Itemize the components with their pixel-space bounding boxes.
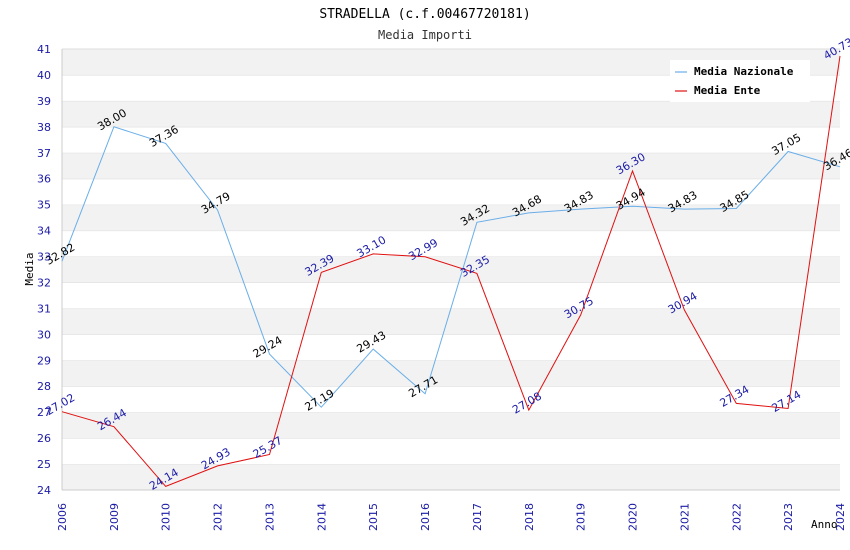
x-axis-label: Anno — [811, 518, 838, 531]
grid-band — [62, 126, 840, 153]
x-tick-label: 2015 — [367, 503, 380, 531]
y-tick-label: 32 — [37, 276, 51, 289]
x-tick-label: 2021 — [678, 503, 691, 531]
legend: Media Nazionale Media Ente — [670, 60, 810, 102]
y-tick-label: 40 — [37, 69, 51, 82]
grid-band — [62, 464, 840, 490]
chart-subtitle: Media Importi — [378, 28, 472, 42]
x-tick-label: 2023 — [782, 503, 795, 531]
legend-box — [670, 60, 810, 102]
x-tick-label: 2014 — [315, 503, 328, 531]
x-tick-label: 2009 — [108, 503, 121, 531]
y-tick-label: 34 — [37, 225, 51, 238]
y-tick-label: 26 — [37, 432, 51, 445]
grid-band — [62, 386, 840, 413]
y-tick-label: 38 — [37, 121, 51, 134]
grid-band — [62, 256, 840, 283]
x-tick-label: 2018 — [523, 503, 536, 531]
grid-band — [62, 412, 840, 439]
x-tick-label: 2019 — [575, 503, 588, 531]
legend-label-ente: Media Ente — [694, 84, 761, 97]
y-tick-label: 24 — [37, 484, 51, 497]
grid-band — [62, 438, 840, 465]
x-tick-label: 2006 — [56, 503, 69, 531]
x-tick-label: 2017 — [471, 503, 484, 531]
grid-bands — [62, 48, 840, 490]
grid-band — [62, 282, 840, 309]
grid-band — [62, 360, 840, 387]
series-lines — [61, 55, 841, 487]
x-tick-label: 2010 — [160, 503, 173, 531]
y-tick-label: 28 — [37, 380, 51, 393]
grid-band — [62, 100, 840, 127]
series-line-nazionale — [61, 126, 841, 408]
x-tick-label: 2016 — [419, 503, 432, 531]
y-tick-label: 33 — [37, 251, 51, 264]
x-tick-labels: 2006 2009 2010 2012 2013 2014 2015 2016 2017 2018… — [56, 503, 847, 531]
grid-band — [62, 230, 840, 257]
y-tick-label: 30 — [37, 328, 51, 341]
grid-band — [62, 334, 840, 361]
grid-band — [62, 152, 840, 179]
chart-title: STRADELLA (c.f.00467720181) — [319, 7, 530, 22]
grid-band — [62, 178, 840, 205]
x-tick-label: 2022 — [730, 503, 743, 531]
y-tick-label: 31 — [37, 302, 51, 315]
y-tick-label: 41 — [37, 43, 51, 56]
y-tick-label: 25 — [37, 458, 51, 471]
series-line-ente — [61, 55, 841, 487]
y-tick-label: 27 — [37, 406, 51, 419]
y-tick-label: 37 — [37, 147, 51, 160]
y-tick-label: 35 — [37, 199, 51, 212]
y-tick-label: 29 — [37, 354, 51, 367]
y-axis-label: Media — [23, 252, 36, 285]
y-tick-label: 36 — [37, 173, 51, 186]
legend-label-nazionale: Media Nazionale — [694, 65, 794, 78]
grid-band — [62, 308, 840, 335]
x-tick-label: 2020 — [627, 503, 640, 531]
x-tick-label: 2024 — [834, 503, 847, 531]
y-tick-labels: 24 25 26 27 28 29 30 31 32 33 34 35 36 37 38 39 40 41 — [37, 43, 51, 497]
x-tick-label: 2013 — [263, 503, 276, 531]
axes — [61, 49, 840, 491]
y-tick-label: 39 — [37, 95, 51, 108]
x-tick-label: 2012 — [212, 503, 225, 531]
